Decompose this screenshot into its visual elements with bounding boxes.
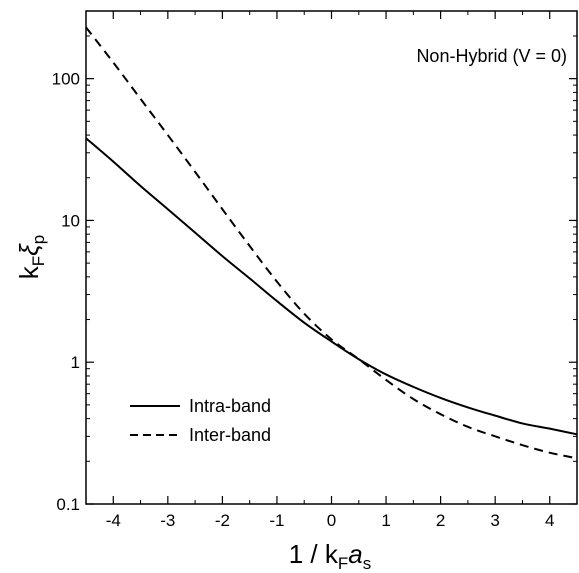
series-layer: [85, 26, 578, 460]
y-tick-label: 10: [61, 211, 80, 230]
y-axis-title-sub2: p: [29, 235, 48, 244]
x-tick-label: -1: [269, 511, 284, 530]
y-axis-title-sub1: F: [29, 256, 48, 266]
y-axis-title: kFξp: [14, 235, 48, 279]
x-axis-title-italic: a: [348, 539, 362, 569]
x-axis-title-sub1: F: [338, 554, 348, 573]
x-tick-label: -3: [160, 511, 175, 530]
x-tick-label: 3: [490, 511, 499, 530]
legend-label-inter-band: Inter-band: [189, 425, 271, 445]
x-axis-title-sub2: s: [363, 554, 372, 573]
series-line-intra-band: [85, 137, 578, 436]
legend-label-intra-band: Intra-band: [189, 396, 271, 416]
legend: Intra-band Inter-band: [130, 396, 271, 445]
y-tick-label: 1: [71, 353, 80, 372]
x-tick-label: -2: [215, 511, 230, 530]
x-tick-label: 2: [436, 511, 445, 530]
x-axis-title-base: 1 / k: [289, 539, 339, 569]
y-axis-title-base: k: [14, 265, 44, 279]
x-tick-label: 0: [327, 511, 336, 530]
plot-frame: [85, 10, 578, 505]
x-tick-label: -4: [106, 511, 121, 530]
plot-annotation: Non-Hybrid (V = 0): [416, 46, 567, 66]
x-tick-label: 1: [381, 511, 390, 530]
x-axis-title: 1 / kFas: [289, 539, 372, 573]
y-tick-label: 100: [52, 70, 80, 89]
x-axis: -4 -3 -2 -1 0 1 2 3 4: [85, 11, 578, 530]
y-axis-title-greek: ξ: [14, 243, 44, 256]
series-line-inter-band: [85, 26, 578, 460]
y-tick-label: 0.1: [56, 495, 80, 514]
y-axis: 0.1 1 10 100: [52, 35, 577, 514]
x-tick-label: 4: [545, 511, 554, 530]
